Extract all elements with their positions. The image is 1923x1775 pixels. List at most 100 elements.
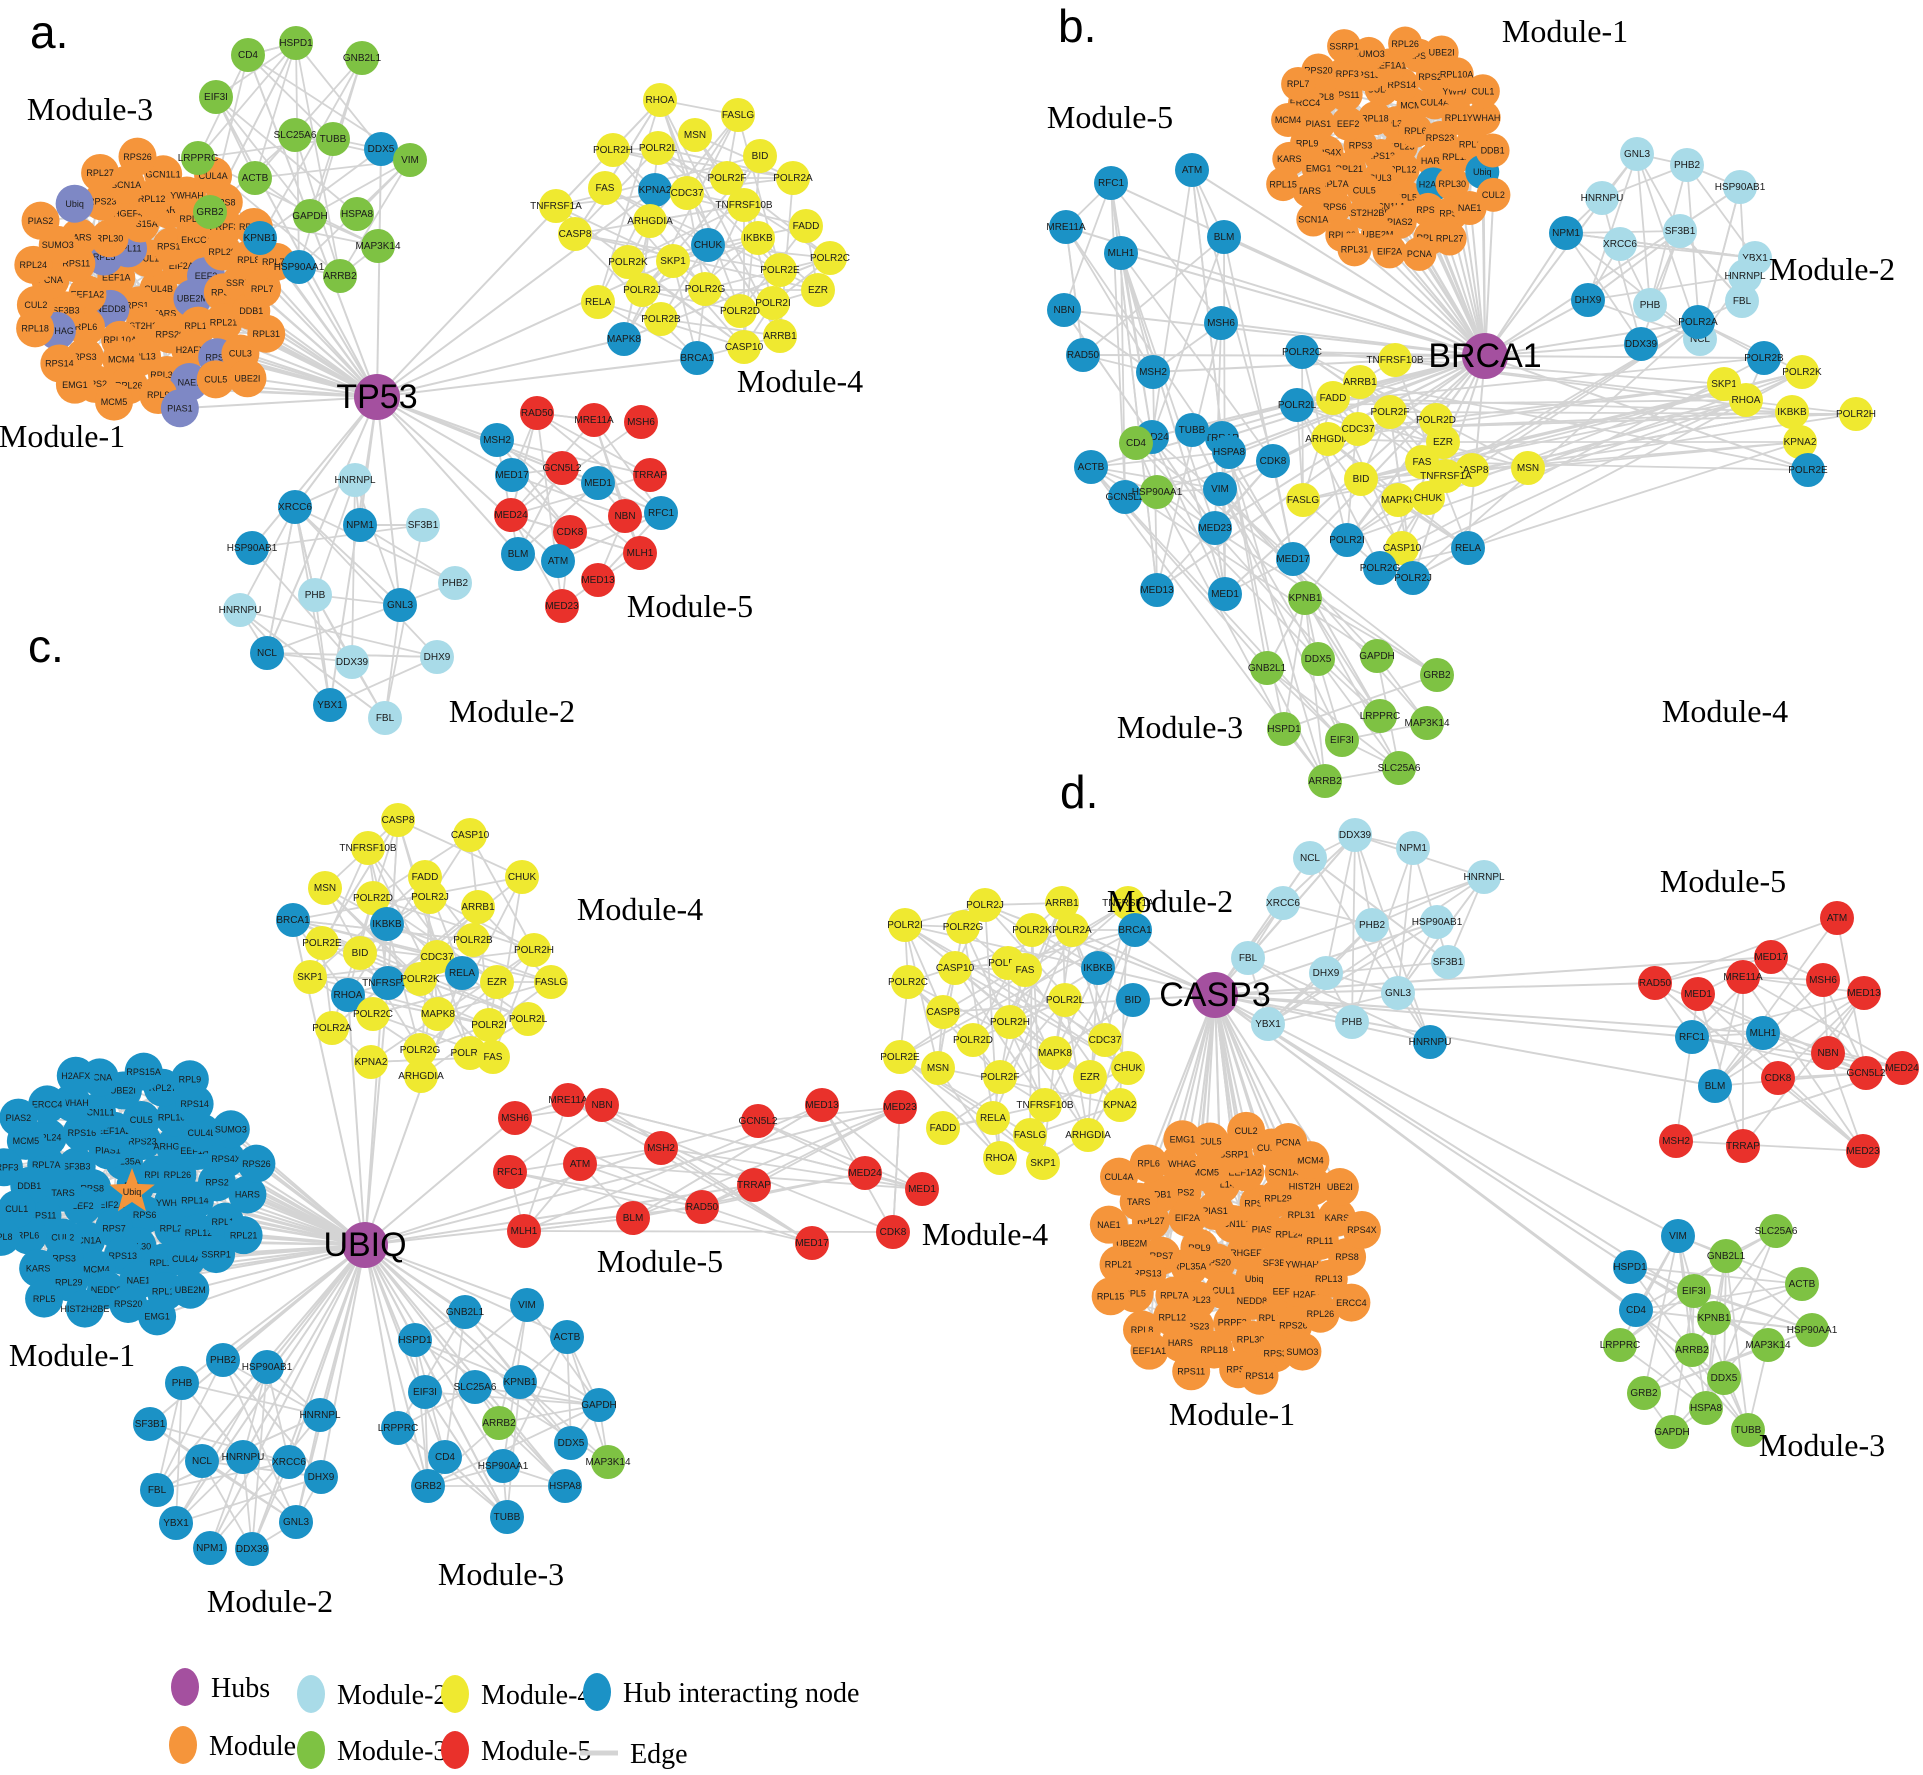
node-RPS4X[interactable] [207,1139,246,1178]
node-HSPD1[interactable] [1613,1250,1647,1284]
node-TRRAP[interactable] [737,1168,771,1202]
node-ATM[interactable] [1175,153,1209,187]
node-VIM[interactable] [393,143,427,177]
node-GNL3[interactable] [1381,976,1415,1010]
node-SKP1[interactable] [656,244,690,278]
node-NBN[interactable] [585,1088,619,1122]
node-HSPA8[interactable] [548,1469,582,1503]
node-YBX1[interactable] [159,1506,193,1540]
node-RAD50[interactable] [685,1190,719,1224]
node-BRCA1[interactable] [276,903,310,937]
node-CD4[interactable] [1119,426,1153,460]
node-POLR2C[interactable] [813,241,847,275]
node-ACTB[interactable] [1785,1267,1819,1301]
node-SLC25A6[interactable] [1382,751,1416,785]
node-ARRB2[interactable] [1308,764,1342,798]
node-RELA[interactable] [1451,531,1485,565]
node-MED13[interactable] [805,1088,839,1122]
node-TRRAP[interactable] [1726,1129,1760,1163]
node-RPL31[interactable] [247,314,286,353]
node-FBL[interactable] [140,1473,174,1507]
node-DDX5[interactable] [1707,1361,1741,1395]
node-FBL[interactable] [368,701,402,735]
node-TNFRSF1A[interactable] [1111,886,1145,920]
node-ARRB1[interactable] [1343,365,1377,399]
node-GNL3[interactable] [1620,137,1654,171]
node-PHB[interactable] [298,578,332,612]
node-EMG1[interactable] [1163,1120,1202,1159]
node-H2AFX[interactable] [56,1056,95,1095]
node-RPL18[interactable] [1357,101,1392,136]
node-NPM1[interactable] [1396,831,1430,865]
hub-node-UBIQ[interactable] [342,1222,388,1268]
node-CD4[interactable] [1619,1293,1653,1327]
node-RHOA[interactable] [643,83,677,117]
node-MAP3K14[interactable] [361,229,395,263]
node-POLR2D[interactable] [723,294,757,328]
node-CHUK[interactable] [505,860,539,894]
node-VIM[interactable] [510,1288,544,1322]
node-TRRAP[interactable] [633,458,667,492]
node-POLR2J[interactable] [968,888,1002,922]
node-POLR2A[interactable] [1055,913,1089,947]
node-PHB[interactable] [1633,288,1667,322]
node-HNRNPL[interactable] [1728,259,1762,293]
node-GCN5L2[interactable] [1108,480,1142,514]
node-GRB2[interactable] [193,195,227,229]
node-POLR2H[interactable] [596,133,630,167]
node-MED17[interactable] [1754,940,1788,974]
node-PRPF3[interactable] [1327,57,1362,92]
node-KPNB1[interactable] [243,221,277,255]
node-MED1[interactable] [581,466,615,500]
node-GRB2[interactable] [1627,1376,1661,1410]
node-NCL[interactable] [1293,841,1327,875]
node-EIF3I[interactable] [408,1375,442,1409]
node-ARRB2[interactable] [1675,1333,1709,1367]
node-PRPF3[interactable] [0,1148,23,1187]
node-CASP8[interactable] [1455,453,1489,487]
node-TUBB[interactable] [1731,1413,1765,1447]
node-HSP90AA1[interactable] [486,1449,520,1483]
node-IKBKB[interactable] [1081,951,1115,985]
node-POLR2E[interactable] [305,926,339,960]
node-POLR2B[interactable] [644,302,678,336]
node-CUL4A[interactable] [1100,1157,1139,1196]
node-RHOA[interactable] [331,978,365,1012]
node-HNRNPL[interactable] [303,1398,337,1432]
node-IKBKB[interactable] [1775,395,1809,429]
node-CUL1[interactable] [1465,74,1500,109]
node-MSH6[interactable] [1806,963,1840,997]
node-MED17[interactable] [795,1226,829,1260]
node-HSPD1[interactable] [398,1323,432,1357]
node-RPL15[interactable] [1266,167,1301,202]
node-BLM[interactable] [616,1201,650,1235]
node-NBN[interactable] [1811,1036,1845,1070]
node-POLR2I[interactable] [1330,523,1364,557]
node-RPS26[interactable] [237,1144,276,1183]
node-HIST2H2BE[interactable] [65,1289,104,1328]
node-PHB2[interactable] [1355,908,1389,942]
node-CDK8[interactable] [1761,1061,1795,1095]
node-CASP10[interactable] [727,330,761,364]
node-ARRB1[interactable] [1045,886,1079,920]
node-RPL21[interactable] [1099,1245,1138,1284]
node-TNFRSF10B[interactable] [351,831,385,865]
node-ATM[interactable] [1820,901,1854,935]
node-PCNA[interactable] [1402,236,1437,271]
node-MED1[interactable] [905,1172,939,1206]
node-DHX9[interactable] [1571,283,1605,317]
node-POLR2K[interactable] [1015,913,1049,947]
node-CASP10[interactable] [938,951,972,985]
node-ACTB[interactable] [550,1320,584,1354]
node-POLR2B[interactable] [456,923,490,957]
node-SLC25A6[interactable] [458,1370,492,1404]
node-RFC1[interactable] [1675,1020,1709,1054]
node-TNFRSF10B[interactable] [1028,1088,1062,1122]
node-FASLG[interactable] [534,965,568,999]
node-POLR2I[interactable] [888,908,922,942]
node-MLH1[interactable] [623,536,657,570]
node-MED13[interactable] [1847,976,1881,1010]
node-NBN[interactable] [1047,293,1081,327]
node-EIF3I[interactable] [1677,1274,1711,1308]
node-POLR2I[interactable] [472,1008,506,1042]
